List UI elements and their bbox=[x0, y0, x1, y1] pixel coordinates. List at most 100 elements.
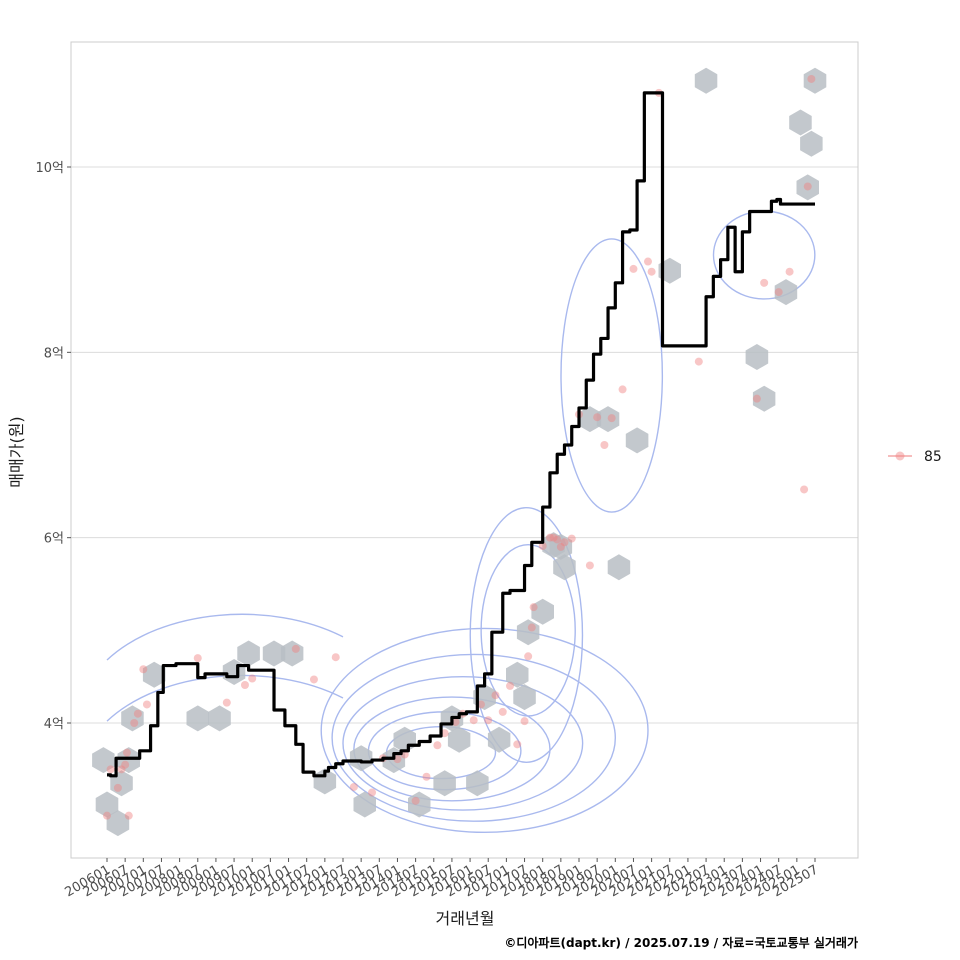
transaction-point bbox=[400, 750, 409, 759]
transaction-point bbox=[130, 719, 139, 727]
hexbin-cell bbox=[280, 640, 304, 667]
transaction-point bbox=[469, 716, 478, 725]
hexbin-cell bbox=[208, 705, 231, 732]
hexbin-cell bbox=[353, 791, 376, 818]
transaction-point bbox=[113, 783, 122, 792]
transaction-point bbox=[248, 674, 257, 683]
y-axis-title: 매매가(원) bbox=[7, 416, 26, 487]
legend-key-point bbox=[895, 451, 905, 461]
transaction-point bbox=[807, 74, 816, 83]
hexbin-cell bbox=[789, 109, 812, 136]
transaction-point bbox=[451, 718, 460, 727]
transaction-point bbox=[498, 707, 507, 716]
transaction-point bbox=[139, 665, 148, 674]
hexbin-cell bbox=[774, 279, 798, 306]
transaction-point bbox=[291, 644, 300, 653]
transaction-point bbox=[545, 533, 554, 542]
hexbin-cell bbox=[516, 619, 540, 646]
x-axis: 2006012006072007012007072008012008072009… bbox=[63, 858, 821, 900]
density-contour bbox=[320, 627, 649, 834]
hexbin-cell bbox=[433, 770, 456, 797]
transaction-point bbox=[538, 542, 547, 551]
y-tick-label: 10억 bbox=[35, 161, 64, 176]
density-contour bbox=[342, 675, 584, 811]
density-contour bbox=[480, 544, 576, 717]
transaction-point bbox=[752, 394, 761, 403]
transaction-point bbox=[193, 654, 202, 663]
transaction-point bbox=[593, 413, 602, 422]
transaction-point bbox=[800, 485, 809, 494]
transaction-point bbox=[760, 278, 769, 287]
hexbin-cell bbox=[553, 554, 576, 581]
transaction-point bbox=[440, 729, 449, 738]
transaction-point bbox=[222, 698, 231, 707]
transaction-point bbox=[520, 717, 529, 726]
transaction-point bbox=[643, 257, 652, 266]
price-line-layer bbox=[107, 91, 815, 778]
transaction-point bbox=[600, 441, 609, 449]
panel-border bbox=[70, 41, 859, 859]
hexbin-cell bbox=[549, 533, 573, 560]
y-axis: 4억 6억 8억 10억 bbox=[35, 161, 71, 732]
density-contour bbox=[331, 653, 617, 822]
transaction-point bbox=[506, 681, 515, 690]
transaction-point bbox=[491, 691, 500, 700]
transaction-point bbox=[422, 772, 431, 781]
hexbin-cell bbox=[466, 770, 489, 797]
hexbin-cell bbox=[506, 661, 529, 688]
transaction-point bbox=[585, 561, 594, 570]
hexbin-cell bbox=[531, 598, 554, 625]
hexbin-cell bbox=[596, 406, 620, 433]
transaction-point bbox=[556, 542, 565, 551]
transaction-point bbox=[433, 741, 442, 750]
transaction-point bbox=[607, 414, 616, 423]
transaction-point bbox=[393, 755, 402, 764]
density-contour bbox=[560, 238, 664, 513]
y-tick-label: 4억 bbox=[44, 717, 64, 732]
density-contour bbox=[106, 674, 344, 722]
x-axis-title: 거래년월 bbox=[436, 909, 495, 928]
hexbin-cell bbox=[92, 747, 115, 774]
hexbin-cell bbox=[349, 745, 373, 772]
transaction-point bbox=[476, 700, 485, 709]
transaction-point bbox=[349, 782, 358, 791]
transaction-point bbox=[774, 288, 783, 297]
hexbin-cell bbox=[752, 385, 776, 412]
hexbin-cell bbox=[625, 427, 649, 454]
hexbin-cell bbox=[694, 67, 718, 94]
transaction-point bbox=[124, 811, 133, 820]
transaction-point bbox=[121, 760, 130, 769]
source-caption: ©디아파트(dapt.kr) / 2025.07.19 / 자료=국토교통부 실… bbox=[504, 935, 858, 950]
hexbin-cell bbox=[117, 747, 140, 774]
transaction-point bbox=[527, 623, 536, 632]
density-contour bbox=[469, 506, 584, 763]
hexbin-cell bbox=[95, 791, 119, 818]
hexbin-cell bbox=[796, 174, 819, 201]
hexbin-cell bbox=[607, 554, 631, 581]
transaction-point bbox=[240, 681, 249, 690]
density-contour bbox=[106, 613, 344, 661]
transaction-point bbox=[484, 716, 493, 725]
legend-entry-85: 85 bbox=[924, 449, 942, 465]
hexbin-cell bbox=[121, 705, 144, 732]
transaction-point bbox=[309, 675, 318, 684]
transaction-point bbox=[411, 796, 420, 805]
transaction-point bbox=[529, 603, 538, 612]
transaction-point bbox=[567, 534, 576, 543]
hexbin-cell bbox=[658, 257, 681, 284]
transaction-point bbox=[629, 264, 638, 273]
hexbin-cell bbox=[800, 130, 823, 157]
hexbin-cell bbox=[473, 684, 496, 711]
transaction-point bbox=[331, 653, 340, 662]
hexbin-cell bbox=[186, 705, 209, 732]
transaction-point bbox=[368, 788, 377, 797]
transaction-point bbox=[106, 765, 115, 774]
transaction-point bbox=[524, 652, 533, 661]
hexbin-cell bbox=[142, 661, 166, 688]
price-trend-line bbox=[107, 91, 815, 778]
transaction-point bbox=[553, 535, 562, 544]
transaction-point bbox=[560, 538, 569, 547]
y-tick-label: 8억 bbox=[44, 346, 64, 361]
